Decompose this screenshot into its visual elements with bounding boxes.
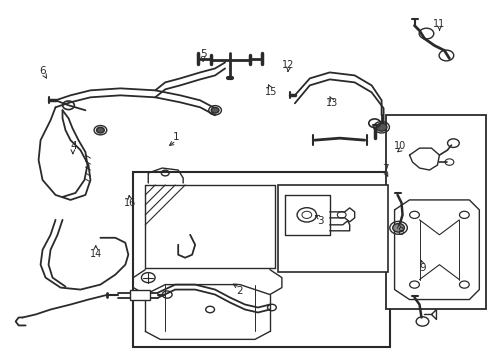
Text: 16: 16 — [123, 198, 136, 208]
Text: 14: 14 — [89, 248, 102, 258]
Bar — [133, 172, 389, 347]
Bar — [385, 115, 486, 310]
Bar — [277, 185, 387, 272]
Circle shape — [375, 123, 386, 131]
Circle shape — [211, 107, 219, 113]
Bar — [130, 289, 150, 300]
Text: 6: 6 — [39, 66, 45, 76]
Text: 7: 7 — [382, 164, 388, 174]
Text: 10: 10 — [394, 141, 406, 151]
Text: 2: 2 — [236, 286, 243, 296]
Text: 15: 15 — [264, 87, 277, 97]
Text: 3: 3 — [316, 216, 323, 226]
Text: 4: 4 — [70, 141, 77, 151]
Circle shape — [392, 224, 404, 232]
Text: 11: 11 — [432, 19, 445, 29]
Text: 13: 13 — [325, 98, 338, 108]
Text: 5: 5 — [199, 49, 206, 59]
Text: 12: 12 — [282, 60, 294, 70]
Text: 8: 8 — [396, 227, 403, 237]
Text: 9: 9 — [418, 263, 425, 273]
Text: 1: 1 — [173, 132, 179, 142]
Circle shape — [96, 127, 104, 133]
